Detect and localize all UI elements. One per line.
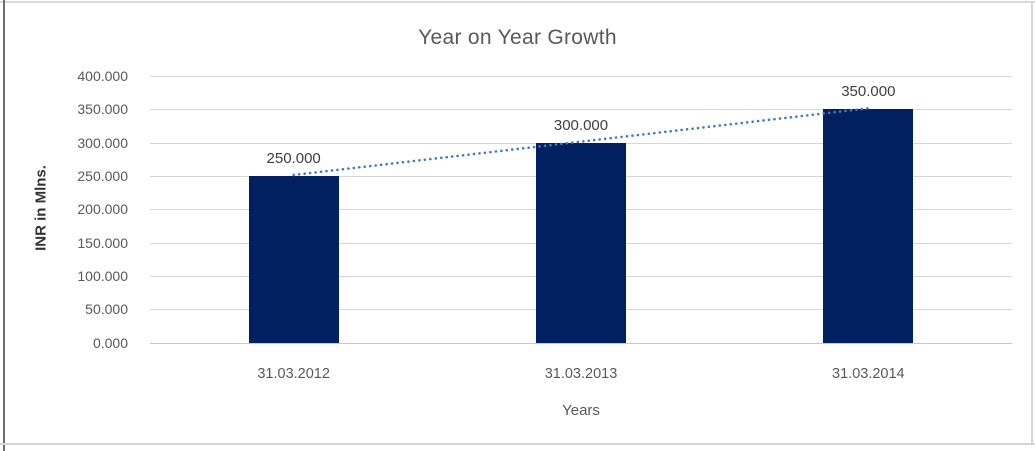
gridline: [150, 76, 1012, 77]
y-tick-label: 300.000: [77, 134, 128, 151]
y-tick-label: 250.000: [77, 167, 128, 184]
y-tick-label: 100.000: [77, 267, 128, 284]
bar-data-label: 250.000: [266, 149, 321, 167]
bar: [823, 109, 914, 343]
x-tick-label: 31.03.2013: [544, 365, 618, 382]
window-border-bottom: [0, 443, 1035, 445]
x-tick-label: 31.03.2012: [257, 365, 330, 382]
x-tick-label: 31.03.2014: [832, 365, 905, 382]
window-border-top: [0, 1, 1035, 3]
y-tick-label: 150.000: [77, 234, 128, 251]
bar-data-label: 350.000: [841, 83, 896, 101]
y-tick-label: 0.000: [92, 334, 128, 351]
y-tick-label: 50.000: [85, 301, 128, 318]
bar: [248, 175, 339, 343]
y-tick-label: 400.000: [77, 68, 128, 84]
bar: [536, 142, 626, 343]
y-tick-label: 200.000: [77, 201, 128, 218]
y-tick-label: 350.000: [77, 101, 128, 118]
x-axis-title: Years: [562, 402, 600, 419]
window-border-left: [3, 0, 5, 451]
window-border-right: [1031, 2, 1033, 445]
chart-title: Year on Year Growth: [418, 26, 617, 49]
bar-data-label: 300.000: [553, 116, 609, 134]
x-axis-line: [150, 342, 1012, 344]
